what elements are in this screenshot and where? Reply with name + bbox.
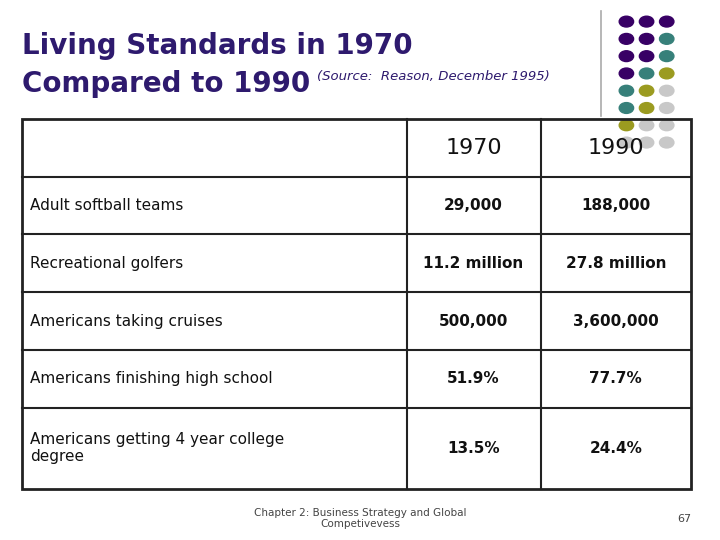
- Circle shape: [660, 85, 674, 96]
- Circle shape: [660, 120, 674, 131]
- Text: Americans finishing high school: Americans finishing high school: [30, 372, 273, 387]
- Circle shape: [619, 120, 634, 131]
- Circle shape: [639, 16, 654, 27]
- Text: 77.7%: 77.7%: [590, 372, 642, 387]
- Circle shape: [619, 85, 634, 96]
- Circle shape: [660, 137, 674, 148]
- Circle shape: [639, 68, 654, 79]
- Circle shape: [639, 120, 654, 131]
- Circle shape: [619, 51, 634, 62]
- Circle shape: [639, 33, 654, 44]
- Text: 51.9%: 51.9%: [447, 372, 500, 387]
- Circle shape: [619, 137, 634, 148]
- Circle shape: [660, 103, 674, 113]
- Text: 29,000: 29,000: [444, 198, 503, 213]
- Circle shape: [619, 103, 634, 113]
- Text: 188,000: 188,000: [581, 198, 650, 213]
- Text: 500,000: 500,000: [439, 314, 508, 328]
- Circle shape: [660, 33, 674, 44]
- Text: Recreational golfers: Recreational golfers: [30, 256, 184, 271]
- Circle shape: [619, 33, 634, 44]
- Circle shape: [619, 68, 634, 79]
- Text: 1970: 1970: [445, 138, 502, 158]
- Text: 27.8 million: 27.8 million: [566, 256, 666, 271]
- Text: 13.5%: 13.5%: [447, 441, 500, 456]
- Circle shape: [619, 16, 634, 27]
- Text: Compared to 1990: Compared to 1990: [22, 70, 310, 98]
- Text: 11.2 million: 11.2 million: [423, 256, 523, 271]
- Circle shape: [660, 16, 674, 27]
- Bar: [22, 119, 691, 489]
- Text: Living Standards in 1970: Living Standards in 1970: [22, 32, 413, 60]
- Text: 3,600,000: 3,600,000: [573, 314, 659, 328]
- Circle shape: [639, 85, 654, 96]
- Circle shape: [660, 51, 674, 62]
- Text: (Source:  Reason, December 1995): (Source: Reason, December 1995): [317, 70, 549, 83]
- Text: Chapter 2: Business Strategy and Global
Competivevess: Chapter 2: Business Strategy and Global …: [253, 508, 467, 529]
- Circle shape: [639, 103, 654, 113]
- Circle shape: [660, 68, 674, 79]
- Text: Adult softball teams: Adult softball teams: [30, 198, 184, 213]
- Text: Americans taking cruises: Americans taking cruises: [30, 314, 223, 328]
- Circle shape: [639, 51, 654, 62]
- Text: 1990: 1990: [588, 138, 644, 158]
- Text: Americans getting 4 year college
degree: Americans getting 4 year college degree: [30, 432, 284, 464]
- Text: 24.4%: 24.4%: [590, 441, 642, 456]
- Text: 67: 67: [677, 515, 691, 524]
- Circle shape: [639, 137, 654, 148]
